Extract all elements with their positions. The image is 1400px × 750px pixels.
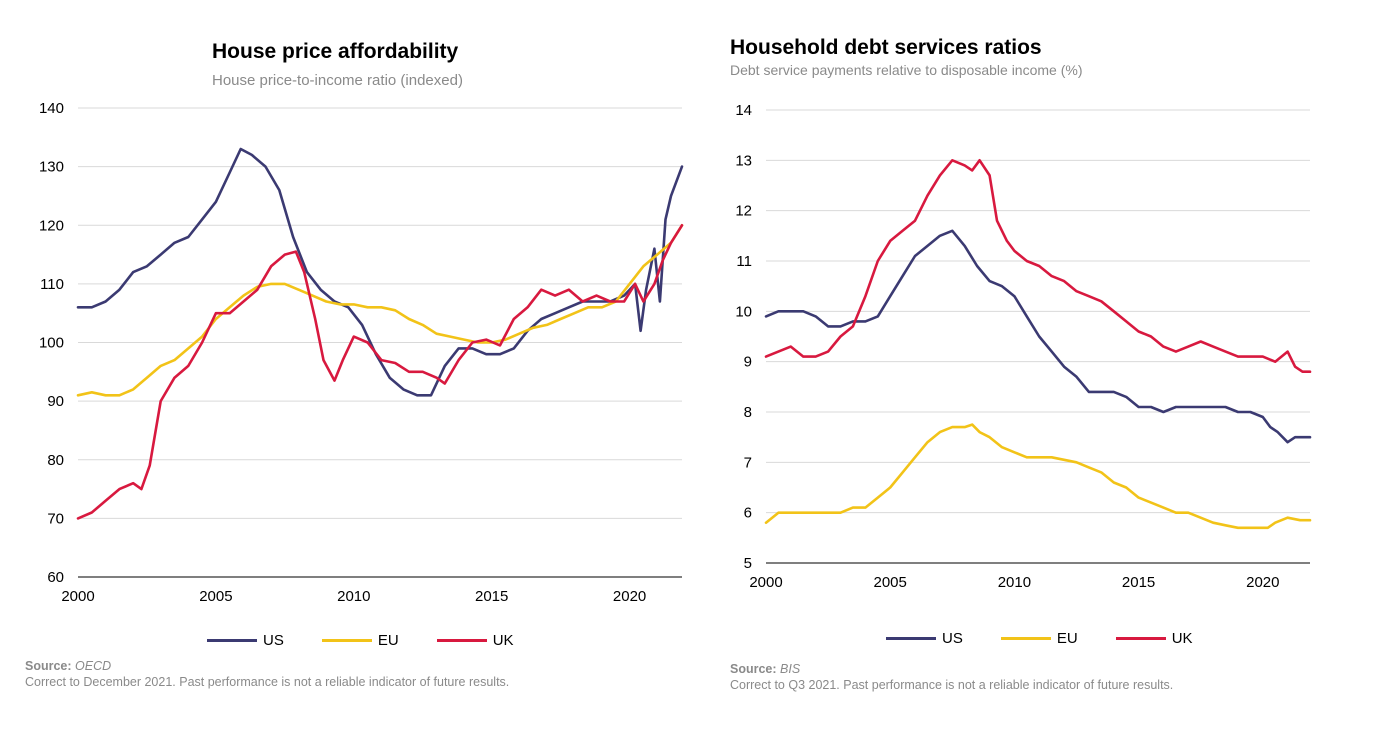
left-x-tick-label: 2000 xyxy=(61,588,94,605)
legend-swatch-us xyxy=(207,639,257,642)
legend-item-eu: EU xyxy=(1000,630,1078,647)
left-y-tick-label: 110 xyxy=(40,276,64,293)
legend-label-uk: UK xyxy=(1171,630,1193,647)
left-series-line-us xyxy=(76,147,684,397)
right-x-tick-label: 2000 xyxy=(749,574,782,591)
legend-label-uk: UK xyxy=(492,632,514,649)
legend-item-uk: UK xyxy=(436,632,514,649)
right-source: Source: BIS Correct to Q3 2021. Past per… xyxy=(730,661,1173,693)
left-y-tick-label: 70 xyxy=(47,510,64,527)
left-y-tick-label: 100 xyxy=(39,335,64,352)
right-source-name: BIS xyxy=(780,662,801,676)
legend-label-eu: EU xyxy=(1056,630,1078,647)
house-price-chart: 60 70 80 90 100 110 120 130 140 2000 2005 2010 2015 2… xyxy=(39,100,684,605)
left-x-tick-label: 2010 xyxy=(337,588,370,605)
debt-service-chart: 5 6 7 8 9 10 11 12 13 14 2000 2005 2010 2015 2020 xyxy=(735,102,1312,591)
left-y-tick-label: 80 xyxy=(47,452,64,469)
left-source-label: Source: xyxy=(25,659,72,673)
right-y-tick-label: 13 xyxy=(735,152,752,169)
right-y-tick-label: 7 xyxy=(744,454,752,471)
right-series-line-us xyxy=(764,229,1312,444)
left-chart-subtitle: House price-to-income ratio (indexed) xyxy=(212,72,463,89)
right-y-tick-label: 5 xyxy=(744,555,752,572)
right-y-tick-label: 10 xyxy=(735,303,752,320)
right-series-line-uk xyxy=(764,159,1312,374)
right-y-tick-label: 6 xyxy=(744,505,752,522)
house-price-panel: House price affordability House price-to… xyxy=(25,40,684,690)
right-x-tick-label: 2015 xyxy=(1122,574,1155,591)
right-x-tick-label: 2010 xyxy=(998,574,1031,591)
left-x-tick-label: 2015 xyxy=(475,588,508,605)
right-y-tick-label: 12 xyxy=(735,203,752,220)
legend-swatch-uk xyxy=(436,639,487,642)
legend-swatch-us xyxy=(886,637,936,640)
legend-label-us: US xyxy=(263,632,284,649)
right-y-tick-label: 8 xyxy=(744,404,752,421)
left-chart-title: House price affordability xyxy=(212,40,459,63)
right-chart-subtitle: Debt service payments relative to dispos… xyxy=(730,62,1083,78)
left-y-tick-label: 60 xyxy=(47,569,64,586)
left-y-tick-label: 120 xyxy=(39,217,64,234)
left-x-tick-label: 2020 xyxy=(613,588,646,605)
right-series-line-eu xyxy=(764,423,1312,530)
legend-swatch-eu xyxy=(1000,637,1051,640)
legend-swatch-uk xyxy=(1115,637,1166,640)
right-x-tick-label: 2005 xyxy=(874,574,907,591)
right-y-tick-label: 9 xyxy=(744,354,752,371)
left-source: Source: OECD Correct to December 2021. P… xyxy=(25,658,509,690)
legend-label-eu: EU xyxy=(377,632,399,649)
right-y-tick-label: 11 xyxy=(736,253,752,270)
legend-item-us: US xyxy=(886,630,963,647)
left-y-tick-label: 90 xyxy=(47,393,64,410)
right-x-tick-label: 2020 xyxy=(1246,574,1279,591)
left-series-line-eu xyxy=(76,224,684,397)
right-chart-title: Household debt services ratios xyxy=(730,36,1042,59)
legend-item-uk: UK xyxy=(1115,630,1193,647)
legend-item-us: US xyxy=(207,632,284,649)
legend-item-eu: EU xyxy=(321,632,399,649)
legend-label-us: US xyxy=(942,630,963,647)
left-y-tick-label: 130 xyxy=(39,159,64,176)
right-source-label: Source: xyxy=(730,662,777,676)
debt-service-panel: Household debt services ratios Debt serv… xyxy=(700,0,1400,750)
left-source-name: OECD xyxy=(75,659,112,673)
left-series-line-uk xyxy=(76,224,684,520)
right-legend: US EU UK xyxy=(886,630,1193,647)
legend-swatch-eu xyxy=(321,639,372,642)
right-y-tick-label: 14 xyxy=(735,102,752,119)
left-y-tick-label: 140 xyxy=(39,100,64,117)
right-source-note: Correct to Q3 2021. Past performance is … xyxy=(730,678,1174,692)
left-x-tick-label: 2005 xyxy=(199,588,232,605)
left-legend: US EU UK xyxy=(207,632,514,649)
left-source-note: Correct to December 2021. Past performan… xyxy=(25,675,510,689)
